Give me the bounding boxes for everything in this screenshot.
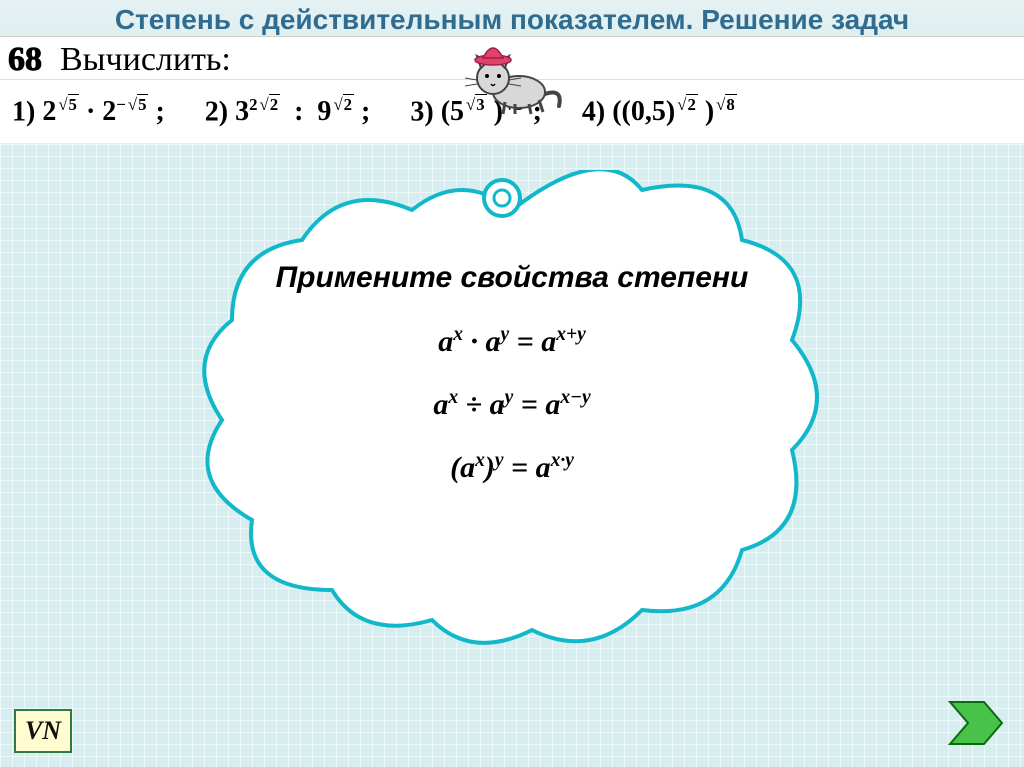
title-bar: Степень с действительным показателем. Ре… (0, 0, 1024, 36)
page-title: Степень с действительным показателем. Ре… (0, 4, 1024, 36)
cat-icon (457, 36, 567, 121)
expression-2: 2) 322 : 92 ; (205, 95, 371, 128)
problem-label: Вычислить: (60, 41, 231, 79)
hint-cloud: Примените свойства степени ax · ay = ax+… (192, 170, 832, 650)
formula-1: ax · ay = ax+y (192, 324, 832, 359)
next-button[interactable] (946, 698, 1006, 753)
formula-3: (ax)y = ax·y (192, 450, 832, 485)
formula-2: ax ÷ ay = ax−y (192, 387, 832, 422)
vn-badge: VN (14, 709, 72, 753)
expression-4: 4) ((0,5)2 )8 (582, 95, 737, 128)
expression-1: 1) 25 · 2−5 ; (12, 95, 165, 128)
cloud-heading: Примените свойства степени (192, 260, 832, 296)
problem-number: 68 (8, 41, 42, 79)
